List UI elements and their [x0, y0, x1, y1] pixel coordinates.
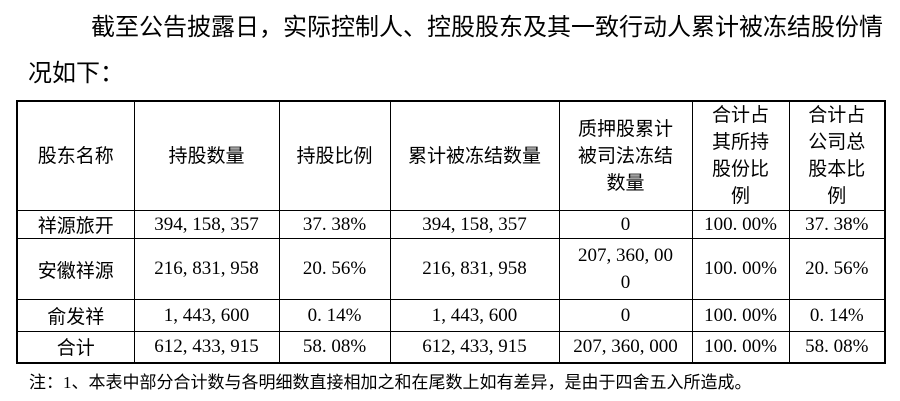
table-row: 安徽祥源 216, 831, 958 20. 56% 216, 831, 958…	[16, 238, 886, 300]
cell-cumulative-frozen: 216, 831, 958	[389, 238, 560, 300]
cell-pct-of-total: 37. 38%	[788, 210, 886, 239]
cell-pledged-frozen: 0	[558, 299, 693, 332]
table-row-total: 合计 612, 433, 915 58. 08% 612, 433, 915 2…	[16, 331, 886, 363]
cell-pledged-frozen: 0	[558, 210, 693, 239]
cell-pct-of-held: 100. 00%	[691, 299, 790, 332]
cell-shares-held: 394, 158, 357	[133, 210, 280, 239]
cell-pledged-frozen: 207, 360, 000	[558, 331, 693, 363]
header-cumulative-frozen: 累计被冻结数量	[389, 100, 560, 211]
cell-shareholder-name: 俞发祥	[16, 299, 135, 332]
cell-pct-of-held: 100. 00%	[691, 210, 790, 239]
cell-pct-of-held: 100. 00%	[691, 331, 790, 363]
header-pct-of-total-capital: 合计占公司总股本比例	[788, 100, 886, 211]
cell-cumulative-frozen: 612, 433, 915	[389, 331, 560, 363]
cell-shareholder-name: 合计	[16, 331, 135, 363]
cell-shareholding-ratio: 58. 08%	[278, 331, 391, 363]
cell-cumulative-frozen: 394, 158, 357	[389, 210, 560, 239]
header-pct-of-held-shares: 合计占其所持股份比例	[691, 100, 790, 211]
cell-shares-held: 1, 443, 600	[133, 299, 280, 332]
cell-pct-of-total: 58. 08%	[788, 331, 886, 363]
table-header-row: 股东名称 持股数量 持股比例 累计被冻结数量 质押股累计被司法冻结数量 合计占其…	[16, 100, 886, 211]
header-pledged-judicially-frozen: 质押股累计被司法冻结数量	[558, 100, 693, 211]
intro-paragraph: 截至公告披露日，实际控制人、控股股东及其一致行动人累计被冻结股份情况如下：	[28, 15, 883, 87]
cell-shareholder-name: 安徽祥源	[16, 238, 135, 300]
footnote: 注：1、本表中部分合计数与各明细数直接相加之和在尾数上如有差异，是由于四舍五入所…	[29, 373, 752, 392]
header-shareholder-name: 股东名称	[16, 100, 135, 211]
header-shareholding-ratio: 持股比例	[278, 100, 391, 211]
table-row: 俞发祥 1, 443, 600 0. 14% 1, 443, 600 0 100…	[16, 299, 886, 332]
cell-shares-held: 216, 831, 958	[133, 238, 280, 300]
cell-shares-held: 612, 433, 915	[133, 331, 280, 363]
cell-shareholding-ratio: 20. 56%	[278, 238, 391, 300]
cell-pct-of-total: 0. 14%	[788, 299, 886, 332]
cell-shareholding-ratio: 0. 14%	[278, 299, 391, 332]
header-shares-held: 持股数量	[133, 100, 280, 211]
table-row: 祥源旅开 394, 158, 357 37. 38% 394, 158, 357…	[16, 210, 886, 239]
cell-shareholder-name: 祥源旅开	[16, 210, 135, 239]
cell-pct-of-total: 20. 56%	[788, 238, 886, 300]
cell-shareholding-ratio: 37. 38%	[278, 210, 391, 239]
share-freeze-table: 股东名称 持股数量 持股比例 累计被冻结数量 质押股累计被司法冻结数量 合计占其…	[16, 100, 886, 364]
cell-cumulative-frozen: 1, 443, 600	[389, 299, 560, 332]
cell-pledged-frozen: 207, 360, 000	[558, 238, 693, 300]
cell-pct-of-held: 100. 00%	[691, 238, 790, 300]
